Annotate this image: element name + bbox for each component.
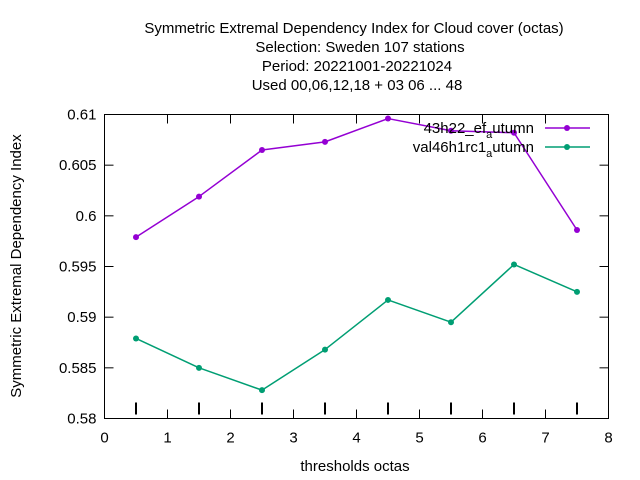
series-1-point-4	[322, 138, 328, 145]
x-tick-label-1: 1	[163, 430, 171, 447]
x-tick-label-2: 2	[226, 430, 234, 447]
chart-title-line-2: Selection: Sweden 107 stations	[255, 39, 464, 56]
series-2-point-7	[511, 261, 517, 268]
series-1	[133, 115, 580, 241]
legend-entry-2: val46h1rc1autumn	[413, 139, 590, 160]
x-tick-label-6: 6	[478, 430, 486, 447]
legend-label-1-tail: utumn	[492, 120, 534, 137]
series-2-point-6	[448, 319, 454, 326]
y-tick-label-5: 0.605	[59, 157, 97, 174]
legend-marker-1	[564, 125, 570, 131]
series-1-point-5	[385, 115, 391, 122]
legend-label-2: val46h1rc1autumn	[413, 139, 534, 160]
plot-area: 0.58 0.585 0.59 0.595 0.6 0.605 0.61 0 1 2 3 4 5 6 7 8	[59, 107, 613, 447]
y-axis-title: Symmetric Extremal Dependency Index	[8, 134, 25, 398]
y-tick-label-1: 0.585	[59, 360, 97, 377]
legend-label-2-tail: utumn	[492, 139, 534, 156]
chart-title-line-3: Period: 20221001-20221024	[262, 58, 452, 75]
x-tick-label-4: 4	[352, 430, 360, 447]
y-tick-label-4: 0.6	[76, 208, 97, 225]
legend-label-2-main: val46h1rc1	[413, 139, 486, 156]
x-tick-label-8: 8	[604, 430, 612, 447]
series-1-line	[135, 117, 578, 238]
legend-label-1: 43h22_efautumn	[424, 120, 534, 141]
series-2-point-4	[322, 346, 328, 353]
y-tick-label-3: 0.595	[59, 259, 97, 276]
series-2-line	[135, 263, 578, 391]
y-tick-label-0: 0.58	[67, 411, 96, 428]
series-2-point-1	[133, 335, 139, 342]
chart-title-line-4: Used 00,06,12,18 + 03 06 ... 48	[252, 77, 463, 94]
x-tick-label-3: 3	[289, 430, 297, 447]
series-2-point-2	[196, 364, 202, 371]
legend-marker-2	[564, 144, 570, 150]
series-1-point-6	[448, 127, 454, 134]
series-2-point-8	[574, 288, 580, 295]
chart-title: Symmetric Extremal Dependency Index for …	[144, 20, 563, 94]
y-tick-label-2: 0.59	[67, 309, 96, 326]
x-tick-label-0: 0	[100, 430, 108, 447]
series-1-point-1	[133, 234, 139, 241]
x-axis-title: thresholds octas	[300, 458, 409, 475]
series-1-point-7	[511, 129, 517, 136]
legend-label-1-sub: a	[486, 129, 493, 141]
x-tick-label-7: 7	[541, 430, 549, 447]
series-1-point-2	[196, 193, 202, 200]
series-1-point-3	[259, 146, 265, 153]
legend: 43h22_efautumn val46h1rc1autumn	[413, 120, 590, 160]
series-2-point-5	[385, 296, 391, 303]
x-tick-label-5: 5	[415, 430, 423, 447]
series-2-point-3	[259, 387, 265, 394]
legend-entry-1: 43h22_efautumn	[424, 120, 590, 141]
series-2	[133, 261, 580, 394]
series-1-point-8	[574, 227, 580, 234]
y-tick-label-6: 0.61	[67, 107, 96, 124]
legend-label-2-sub: a	[486, 148, 493, 160]
plot-frame	[104, 114, 609, 419]
chart-title-line-1: Symmetric Extremal Dependency Index for …	[144, 20, 563, 37]
legend-label-1-main: 43h22_ef	[424, 120, 487, 137]
